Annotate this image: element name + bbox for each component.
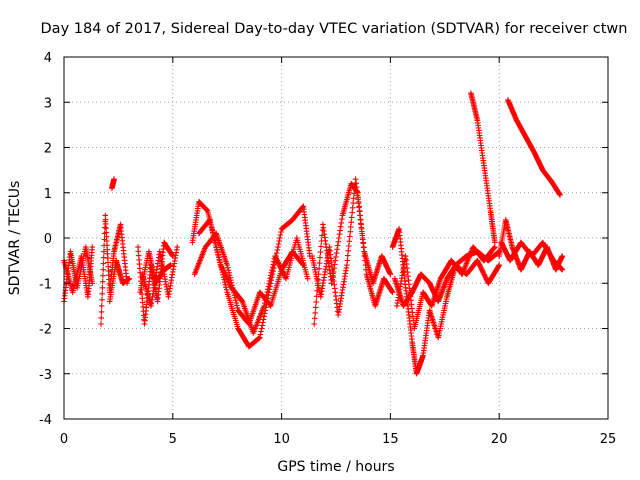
x-tick-label: 15 [382, 432, 399, 447]
y-tick-label: 1 [44, 187, 52, 202]
chart-title: Day 184 of 2017, Sidereal Day-to-day VTE… [41, 21, 628, 37]
x-tick-label: 0 [60, 432, 68, 447]
y-tick-label: 4 [44, 51, 52, 66]
data-points [61, 90, 566, 377]
y-axis-label: SDTVAR / TECUs [7, 181, 23, 296]
x-axis-label: GPS time / hours [277, 459, 394, 475]
data-series-s11 [196, 217, 311, 336]
y-tick-label: -2 [39, 323, 52, 338]
axis-ticks: 0 5 10 15 20 25 -4 -3 -2 -1 0 1 2 3 4 [39, 51, 616, 447]
data-series-s2 [61, 244, 96, 300]
data-series-s8 [139, 244, 180, 309]
x-tick-label: 25 [600, 432, 617, 447]
data-series-s5 [106, 257, 133, 305]
data-series-s18 [505, 97, 563, 198]
y-tick-label: -1 [39, 277, 52, 292]
data-series-s20 [498, 239, 566, 273]
grid [64, 57, 608, 419]
data-series-s10 [191, 230, 307, 327]
x-tick-label: 10 [273, 432, 290, 447]
y-tick-label: 3 [44, 96, 52, 111]
data-series-s17 [468, 90, 498, 246]
y-tick-label: -4 [39, 413, 52, 428]
x-tick-label: 20 [491, 432, 508, 447]
y-tick-label: 0 [44, 232, 52, 247]
x-tick-label: 5 [169, 432, 177, 447]
y-tick-label: -3 [39, 368, 52, 383]
y-tick-label: 2 [44, 142, 52, 157]
data-series-s13 [309, 176, 394, 318]
data-series-s16 [394, 244, 498, 332]
data-series-s4 [109, 176, 117, 191]
